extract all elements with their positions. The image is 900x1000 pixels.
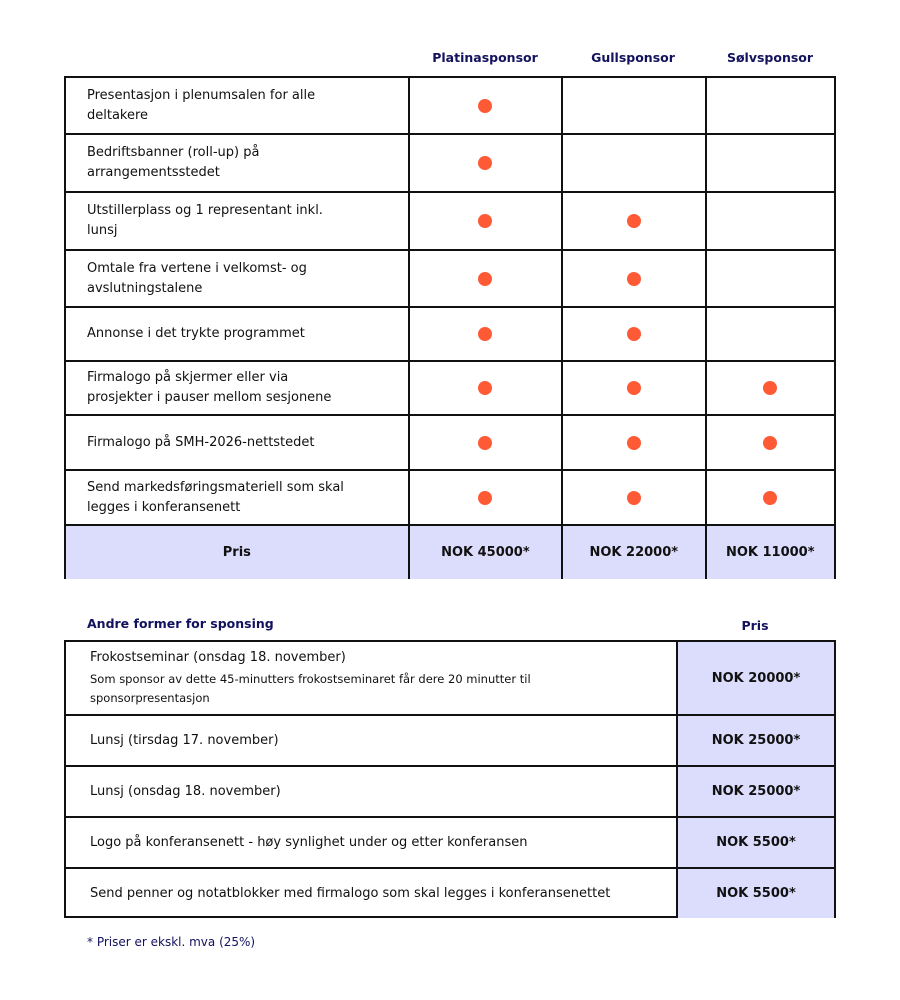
tier-cell (407, 78, 561, 133)
benefit-row: Utstillerplass og 1 representant inkl. l… (66, 191, 834, 249)
benefit-label: Presentasjon i plenumsalen for alle delt… (87, 87, 316, 123)
other-sponsoring-row: Lunsj (tirsdag 17. november) NOK 25000* (66, 714, 834, 765)
item-price: NOK 25000* (676, 767, 834, 816)
benefit-row: Send markedsføringsmateriell som skal le… (66, 469, 834, 524)
included-dot-icon (478, 214, 493, 228)
tier-cell (561, 362, 704, 414)
included-dot-icon (626, 214, 641, 228)
other-sponsoring-row: Frokostseminar (onsdag 18. november) Som … (66, 642, 834, 714)
item-price: NOK 20000* (676, 642, 834, 714)
price-label: Pris (66, 526, 408, 579)
tier-cell (407, 135, 561, 191)
tier-cell (704, 78, 834, 133)
header-silver: Sølvsponsor (726, 50, 814, 65)
included-dot-icon (478, 435, 493, 450)
tier-cell (407, 471, 561, 524)
tier-cell (561, 471, 704, 524)
included-dot-icon (626, 327, 641, 341)
included-dot-icon (626, 435, 641, 450)
benefit-row: Firmalogo på skjermer eller via prosjekt… (66, 360, 834, 414)
tier-cell (561, 193, 704, 249)
price-row: Pris NOK 45000* NOK 22000* NOK 11000* (66, 524, 834, 579)
benefit-label: Annonse i det trykte programmet (87, 326, 305, 341)
tier-cell (561, 78, 704, 133)
other-sponsoring-row: Send penner og notatblokker med firmalog… (66, 867, 834, 918)
tier-cell (407, 251, 561, 306)
sponsor-tier-table: Presentasjon i plenumsalen for alle delt… (64, 76, 836, 579)
benefit-label: Send markedsføringsmateriell som skal le… (87, 479, 344, 515)
item-label: Frokostseminar (onsdag 18. november) (90, 650, 346, 665)
benefit-label: Utstillerplass og 1 representant inkl. l… (87, 203, 323, 238)
item-label: Logo på konferansenett - høy synlighet u… (90, 834, 528, 850)
benefit-row: Annonse i det trykte programmet (66, 306, 834, 360)
included-dot-icon (763, 381, 778, 395)
tier-cell (407, 362, 561, 414)
included-dot-icon (626, 490, 641, 505)
tier-cell (561, 308, 704, 360)
tier-cell (704, 362, 834, 414)
tier-cell (704, 416, 834, 469)
tier-price: NOK 11000* (704, 526, 834, 579)
item-price: NOK 25000* (676, 716, 834, 765)
tier-price: NOK 22000* (561, 526, 705, 579)
other-sponsoring-title: Andre former for sponsing (87, 616, 274, 631)
other-price-header: Pris (741, 618, 769, 633)
included-dot-icon (478, 327, 493, 341)
tier-cell (704, 135, 834, 191)
benefit-row: Firmalogo på SMH-2026-nettstedet (66, 414, 834, 469)
item-label: Lunsj (onsdag 18. november) (90, 783, 281, 799)
other-sponsoring-table: Frokostseminar (onsdag 18. november) Som … (64, 640, 836, 918)
tier-price: NOK 45000* (407, 526, 562, 579)
item-price: NOK 5500* (676, 869, 834, 918)
benefit-label: Omtale fra vertene i velkomst- og avslut… (87, 260, 307, 296)
tier-cell (407, 308, 561, 360)
included-dot-icon (763, 435, 778, 450)
footnote: * Priser er ekskl. mva (25%) (87, 935, 256, 949)
tier-cell (407, 193, 561, 249)
benefit-row: Presentasjon i plenumsalen for alle delt… (66, 78, 834, 133)
tier-cell (704, 308, 834, 360)
item-detail: Som sponsor av dette 45-minutters frokos… (90, 672, 531, 705)
other-sponsoring-row: Logo på konferansenett - høy synlighet u… (66, 816, 834, 867)
included-dot-icon (626, 271, 641, 286)
tier-cell (704, 193, 834, 249)
included-dot-icon (478, 381, 493, 395)
tier-cell (704, 251, 834, 306)
tier-cell (561, 135, 704, 191)
item-price: NOK 5500* (676, 818, 834, 867)
included-dot-icon (763, 490, 778, 505)
item-label: Lunsj (tirsdag 17. november) (90, 732, 279, 748)
tier-cell (561, 416, 704, 469)
benefit-row: Bedriftsbanner (roll-up) på arrangements… (66, 133, 834, 191)
benefit-label: Firmalogo på skjermer eller via prosjekt… (87, 370, 332, 405)
benefit-label: Bedriftsbanner (roll-up) på arrangements… (87, 145, 260, 180)
included-dot-icon (478, 98, 493, 113)
item-label: Send penner og notatblokker med firmalog… (90, 885, 611, 901)
included-dot-icon (626, 381, 641, 395)
included-dot-icon (478, 490, 493, 505)
header-platinum: Platinasponsor (432, 50, 538, 65)
tier-cell (407, 416, 561, 469)
other-sponsoring-row: Lunsj (onsdag 18. november) NOK 25000* (66, 765, 834, 816)
tier-cell (561, 251, 704, 306)
included-dot-icon (478, 271, 493, 286)
benefit-label: Firmalogo på SMH-2026-nettstedet (87, 434, 315, 450)
included-dot-icon (478, 156, 493, 170)
tier-cell (704, 471, 834, 524)
header-gold: Gullsponsor (591, 50, 675, 65)
benefit-row: Omtale fra vertene i velkomst- og avslut… (66, 249, 834, 306)
